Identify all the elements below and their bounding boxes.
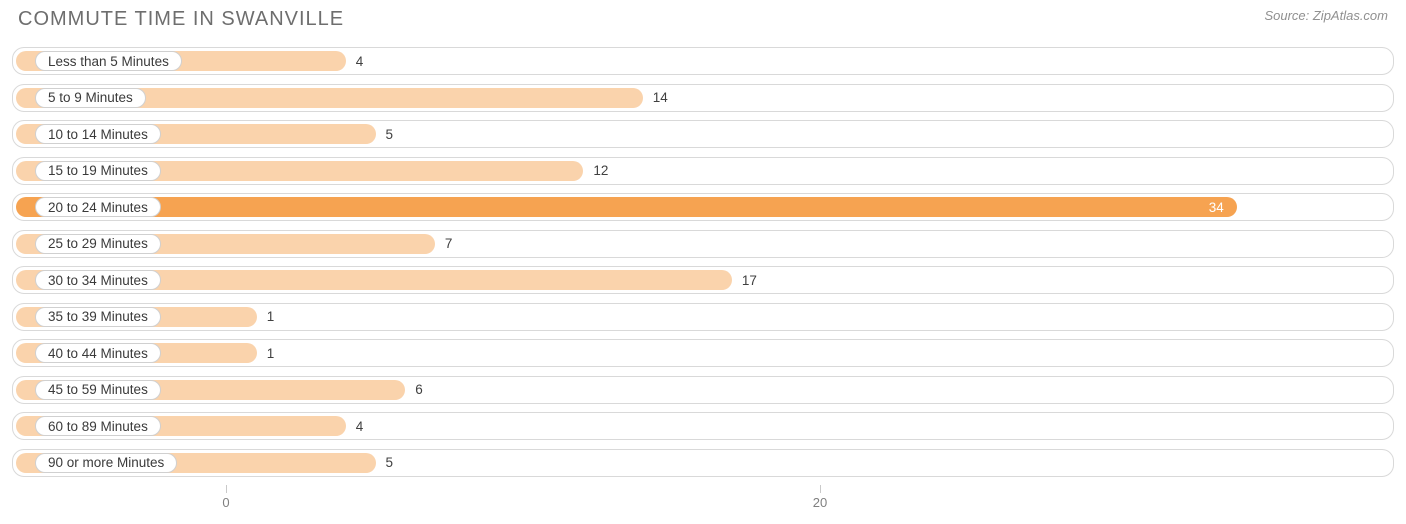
category-label: 20 to 24 Minutes — [48, 200, 148, 215]
axis-tick — [820, 485, 821, 493]
category-label: 30 to 34 Minutes — [48, 273, 148, 288]
category-pill: Less than 5 Minutes — [35, 51, 182, 71]
bar-row: 10 to 14 Minutes 5 — [12, 120, 1394, 148]
bar-row: 90 or more Minutes 5 — [12, 449, 1394, 477]
category-label: 45 to 59 Minutes — [48, 382, 148, 397]
category-pill: 40 to 44 Minutes — [35, 343, 161, 363]
category-label: 90 or more Minutes — [48, 455, 164, 470]
axis-tick-label: 0 — [222, 495, 229, 510]
value-label: 34 — [1209, 194, 1224, 220]
bar-row: Less than 5 Minutes 4 — [12, 47, 1394, 75]
value-label: 17 — [742, 267, 757, 293]
bar-row: 30 to 34 Minutes 17 — [12, 266, 1394, 294]
value-label: 1 — [267, 304, 275, 330]
axis-tick — [226, 485, 227, 493]
value-label: 12 — [593, 158, 608, 184]
category-label: 5 to 9 Minutes — [48, 90, 133, 105]
value-label: 6 — [415, 377, 423, 403]
value-label: 4 — [356, 48, 364, 74]
bar-row: 5 to 9 Minutes 14 — [12, 84, 1394, 112]
category-label: 15 to 19 Minutes — [48, 163, 148, 178]
bar-row: 45 to 59 Minutes 6 — [12, 376, 1394, 404]
category-pill: 10 to 14 Minutes — [35, 124, 161, 144]
category-label: 25 to 29 Minutes — [48, 236, 148, 251]
category-pill: 25 to 29 Minutes — [35, 234, 161, 254]
category-label: 10 to 14 Minutes — [48, 127, 148, 142]
bar-row: 15 to 19 Minutes 12 — [12, 157, 1394, 185]
value-label: 5 — [386, 121, 394, 147]
value-label: 4 — [356, 413, 364, 439]
category-label: 35 to 39 Minutes — [48, 309, 148, 324]
category-pill: 90 or more Minutes — [35, 453, 177, 473]
category-pill: 15 to 19 Minutes — [35, 161, 161, 181]
chart-source: Source: ZipAtlas.com — [1264, 8, 1388, 23]
bar-fill — [16, 197, 1237, 217]
category-pill: 45 to 59 Minutes — [35, 380, 161, 400]
category-pill: 60 to 89 Minutes — [35, 416, 161, 436]
value-label: 1 — [267, 340, 275, 366]
category-pill: 5 to 9 Minutes — [35, 88, 146, 108]
category-label: Less than 5 Minutes — [48, 54, 169, 69]
bar-row: 40 to 44 Minutes 1 — [12, 339, 1394, 367]
category-pill: 35 to 39 Minutes — [35, 307, 161, 327]
bar-row: 20 to 24 Minutes 34 — [12, 193, 1394, 221]
value-label: 7 — [445, 231, 453, 257]
category-pill: 30 to 34 Minutes — [35, 270, 161, 290]
bar-row: 25 to 29 Minutes 7 — [12, 230, 1394, 258]
source-name: ZipAtlas.com — [1313, 8, 1388, 23]
chart-area: Less than 5 Minutes45 to 9 Minutes1410 t… — [0, 37, 1406, 477]
x-axis: 02040 — [12, 485, 1394, 515]
chart-title: COMMUTE TIME IN SWANVILLE — [18, 8, 344, 31]
category-label: 60 to 89 Minutes — [48, 419, 148, 434]
value-label: 5 — [386, 450, 394, 476]
category-label: 40 to 44 Minutes — [48, 346, 148, 361]
source-prefix: Source: — [1264, 8, 1312, 23]
category-pill: 20 to 24 Minutes — [35, 197, 161, 217]
value-label: 14 — [653, 85, 668, 111]
chart-header: COMMUTE TIME IN SWANVILLE Source: ZipAtl… — [0, 0, 1406, 37]
axis-tick-label: 20 — [813, 495, 827, 510]
bar-row: 60 to 89 Minutes 4 — [12, 412, 1394, 440]
bar-row: 35 to 39 Minutes 1 — [12, 303, 1394, 331]
